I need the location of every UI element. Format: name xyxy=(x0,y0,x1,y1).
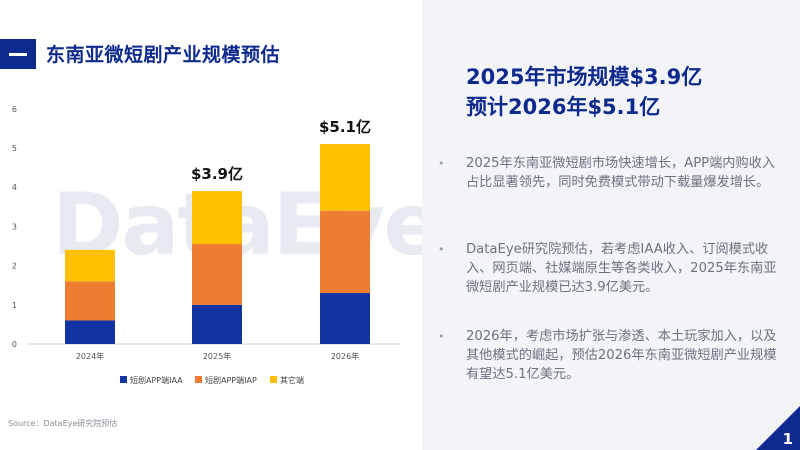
page-title: 东南亚微短剧产业规模预估 xyxy=(46,44,281,66)
chart-panel: 东南亚微短剧产业规模预估 DataEye 0 1 2 3 4 5 6 2024年 2025年 $3… xyxy=(0,39,442,428)
legend-label: 其它端 xyxy=(280,375,304,385)
bar-segment-2 xyxy=(192,244,242,305)
bar-segment-1 xyxy=(65,320,115,344)
bar-segment-3 xyxy=(192,191,242,245)
bullet-text: 2025年东南亚微短剧市场快速增长，APP端内购收入占比显著领先，同时免费模式带… xyxy=(466,156,776,190)
title-accent-bar xyxy=(0,39,36,69)
y-tick-label: 0 xyxy=(12,340,17,349)
bar-segment-3 xyxy=(65,249,115,282)
page-number: 1 xyxy=(782,430,793,448)
page-corner-triangle xyxy=(756,406,800,450)
x-tick-label: 2026年 xyxy=(331,351,359,361)
title-dash-icon xyxy=(9,53,27,56)
x-tick-label: 2024年 xyxy=(76,351,104,361)
headline-line-1: 2025年市场规模$3.9亿 xyxy=(466,65,703,89)
bullet-3: • 2026年，考虑市场扩张与渗透、本土玩家加入，以及其他模式的崛起，预估202… xyxy=(438,327,778,384)
legend-swatch xyxy=(120,376,127,383)
source-note: Source：DataEye研究院预估 xyxy=(8,419,118,428)
legend-swatch xyxy=(270,376,277,383)
bar-segment-1 xyxy=(320,293,370,344)
bullet-1: • 2025年东南亚微短剧市场快速增长，APP端内购收入占比显著领先，同时免费模… xyxy=(438,154,778,192)
y-tick-label: 3 xyxy=(12,222,17,231)
headline-line-2: 预计2026年$5.1亿 xyxy=(466,95,661,119)
y-tick-label: 6 xyxy=(12,105,17,114)
y-tick-label: 1 xyxy=(12,301,17,310)
x-tick-label: 2025年 xyxy=(203,351,231,361)
y-tick-label: 4 xyxy=(12,183,17,192)
legend-label: 短剧APP端IAA xyxy=(130,375,183,385)
bullet-dot-icon: • xyxy=(438,157,445,170)
summary-panel xyxy=(422,0,800,450)
legend-swatch xyxy=(195,376,202,383)
y-tick-label: 5 xyxy=(12,144,17,153)
bullet-text: DataEye研究院预估，若考虑IAA收入、订阅模式收入、网页端、社媒端原生等各… xyxy=(466,242,777,295)
stacked-bar-chart: 0 1 2 3 4 5 6 2024年 2025年 $3.9亿 2026年 $5.1亿短剧APP端IA… xyxy=(12,105,400,385)
y-tick-label: 2 xyxy=(12,262,17,271)
bullet-dot-icon: • xyxy=(438,243,445,256)
legend-label: 短剧APP端IAP xyxy=(205,375,257,385)
bar-segment-3 xyxy=(320,144,370,211)
bar-segment-1 xyxy=(192,304,242,344)
bullet-text: 2026年，考虑市场扩张与渗透、本土玩家加入，以及其他模式的崛起，预估2026年… xyxy=(466,329,777,382)
headline: 2025年市场规模$3.9亿 预计2026年$5.1亿 xyxy=(466,62,702,122)
total-data-label: $5.1亿 xyxy=(319,118,371,136)
bar-segment-2 xyxy=(320,210,370,294)
watermark: DataEye xyxy=(52,175,442,275)
bullet-dot-icon: • xyxy=(438,330,445,343)
bullet-2: • DataEye研究院预估，若考虑IAA收入、订阅模式收入、网页端、社媒端原生… xyxy=(438,240,778,297)
bar-segment-2 xyxy=(65,281,115,321)
total-data-label: $3.9亿 xyxy=(191,165,243,183)
